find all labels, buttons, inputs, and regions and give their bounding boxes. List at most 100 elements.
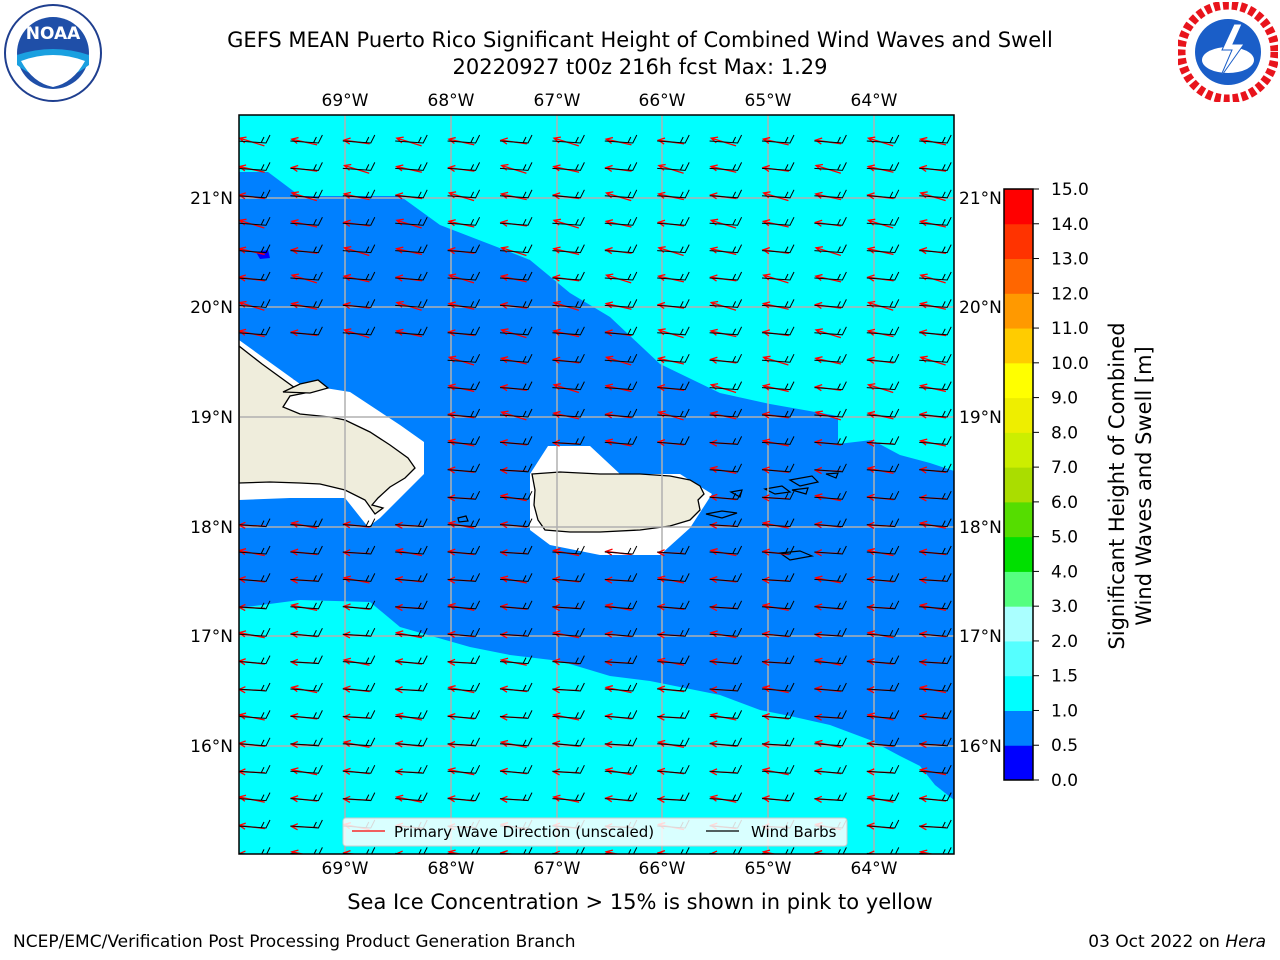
wind-barb xyxy=(499,271,533,281)
wind-barb xyxy=(761,710,795,719)
wind-barb xyxy=(499,518,533,528)
vieques-island xyxy=(705,510,738,519)
wind-barb xyxy=(761,299,795,308)
wind-barb xyxy=(290,655,323,665)
wind-barb xyxy=(342,326,376,336)
wind-barb xyxy=(919,545,952,555)
wind-barb xyxy=(447,271,481,281)
wind-barb xyxy=(604,381,638,391)
wind-barb xyxy=(447,408,481,418)
wind-barb xyxy=(552,353,585,363)
wind-barb xyxy=(290,134,323,144)
wind-barb xyxy=(447,847,481,854)
colorbar-segment xyxy=(1004,258,1033,294)
wind-barb xyxy=(290,792,323,802)
wind-barb xyxy=(761,737,795,747)
wind-barb xyxy=(709,573,743,582)
map-frame xyxy=(238,114,955,855)
wind-barb xyxy=(239,819,271,829)
wind-barb xyxy=(709,545,743,555)
wind-barb xyxy=(919,189,952,199)
colorbar-label-line2: Wind Waves and Swell [m] xyxy=(1132,346,1156,626)
wave-direction-arrow xyxy=(604,849,621,854)
wind-barb xyxy=(499,216,533,226)
wind-barb xyxy=(342,764,376,774)
lat-label: 18°N xyxy=(959,518,1002,538)
wind-barb xyxy=(499,545,533,555)
wind-barb xyxy=(552,216,585,226)
wind-barb xyxy=(239,627,271,637)
wind-barb xyxy=(814,545,847,555)
wind-barb xyxy=(499,764,533,774)
wind-barb xyxy=(604,408,638,418)
wind-barb xyxy=(709,353,743,363)
wind-barb xyxy=(866,162,900,171)
wind-barb xyxy=(239,299,271,308)
wind-barb xyxy=(395,162,428,171)
wind-barb xyxy=(919,764,952,774)
wind-barb xyxy=(866,792,900,802)
wind-barb xyxy=(866,134,900,144)
footer-left: NCEP/EMC/Verification Post Processing Pr… xyxy=(13,932,576,952)
wind-barb xyxy=(342,655,376,665)
wind-barb xyxy=(604,682,638,692)
wind-barb xyxy=(919,353,952,363)
wind-barb xyxy=(866,463,900,473)
wind-barb xyxy=(342,189,376,199)
wind-barb xyxy=(239,847,271,854)
wind-barb xyxy=(919,627,952,637)
wind-barb xyxy=(709,682,743,692)
colorbar-tick-label: 5.0 xyxy=(1051,528,1078,548)
wind-barb xyxy=(239,518,271,528)
wind-barb xyxy=(814,436,847,445)
wind-barb xyxy=(447,710,481,719)
lat-label: 17°N xyxy=(959,627,1002,647)
wind-barb xyxy=(447,244,481,254)
wind-barb xyxy=(709,162,743,171)
wind-barb xyxy=(709,436,743,445)
wind-barb xyxy=(395,299,428,308)
wind-barb xyxy=(761,518,795,528)
wind-barb xyxy=(552,408,585,418)
wind-barb xyxy=(499,189,533,199)
wind-barb xyxy=(604,134,638,144)
colorbar-ticks: 0.0 0.5 1.0 1.5 2.0 3.0 4.0 5.0 6.0 7.0 8.0 9.0 10.0… xyxy=(1033,180,1089,791)
anegada-island xyxy=(825,472,839,479)
noaa-logo-text: NOAA xyxy=(26,24,81,44)
wind-barb xyxy=(499,244,533,254)
wind-barb xyxy=(604,573,638,582)
lon-labels-top: 69°W 68°W 67°W 66°W 65°W 64°W xyxy=(322,91,898,111)
wind-barb xyxy=(919,682,952,692)
wind-barb xyxy=(447,216,481,226)
lon-label: 69°W xyxy=(322,91,369,111)
wind-barb xyxy=(342,518,376,528)
wind-barb xyxy=(814,216,847,226)
wind-barb xyxy=(814,353,847,363)
wind-barb xyxy=(604,353,638,363)
wind-barb xyxy=(709,381,743,391)
wind-barb xyxy=(604,737,638,747)
wind-barb xyxy=(395,216,428,226)
wind-barb xyxy=(342,299,376,308)
wind-barb xyxy=(290,627,323,637)
wind-barb xyxy=(499,490,533,500)
wind-barb xyxy=(552,682,585,692)
lat-label: 17°N xyxy=(190,627,233,647)
wind-barb xyxy=(866,573,900,582)
samana-peninsula xyxy=(282,379,330,394)
wind-barb xyxy=(290,764,323,774)
wind-barb xyxy=(814,682,847,692)
wind-barb xyxy=(447,299,481,308)
wind-barb xyxy=(709,710,743,719)
wind-barb xyxy=(290,326,323,336)
colorbar-label-line1: Significant Height of Combined xyxy=(1105,322,1129,649)
wind-barb xyxy=(604,655,638,665)
wind-barb xyxy=(290,545,323,555)
map-legend: Primary Wave Direction (unscaled) Wind B… xyxy=(342,817,848,847)
wind-barb xyxy=(395,134,428,144)
wind-barb xyxy=(447,463,481,473)
wind-barb xyxy=(761,627,795,637)
wind-barb xyxy=(814,189,847,199)
wind-barb xyxy=(239,655,271,665)
